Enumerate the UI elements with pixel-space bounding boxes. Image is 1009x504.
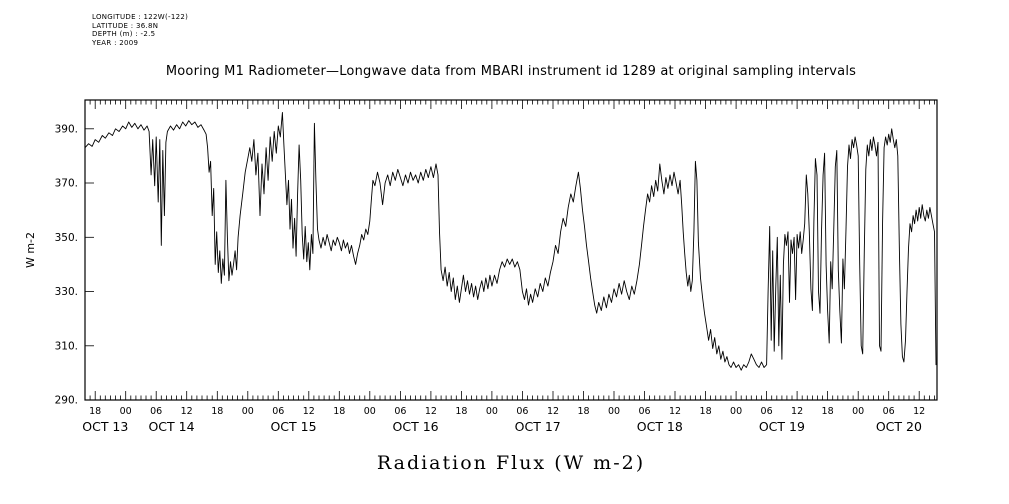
svg-text:18: 18 (455, 406, 467, 417)
svg-text:330.: 330. (55, 286, 78, 298)
svg-text:18: 18 (577, 406, 589, 417)
svg-text:12: 12 (303, 406, 315, 417)
svg-text:12: 12 (425, 406, 437, 417)
svg-text:00: 00 (608, 406, 620, 417)
svg-text:06: 06 (272, 406, 284, 417)
metadata-longitude: LONGITUDE : 122W(-122) (92, 13, 189, 21)
svg-text:18: 18 (89, 406, 101, 417)
metadata-depth: DEPTH (m) : -2.5 (92, 30, 156, 39)
svg-text:00: 00 (242, 406, 254, 417)
svg-text:18: 18 (211, 406, 223, 417)
svg-text:00: 00 (486, 406, 498, 417)
hour-tick-labels: 18 00 06 12 18 00 06 12 18 00 06 12 18 00 06 12 18 00 06 12… (89, 406, 925, 417)
svg-text:370.: 370. (55, 178, 78, 190)
y-tick-labels: 290. 310. 330. 350. 370. 390. (55, 123, 78, 406)
plot-frame (84, 99, 938, 401)
metadata-latitude: LATITUDE : 36.8N (92, 21, 159, 30)
svg-text:12: 12 (791, 406, 803, 417)
svg-text:350.: 350. (55, 232, 78, 244)
svg-text:12: 12 (547, 406, 559, 417)
metadata-year: YEAR : 2009 (92, 38, 139, 47)
svg-text:OCT 16: OCT 16 (393, 419, 439, 434)
svg-text:OCT 15: OCT 15 (270, 419, 316, 434)
chart-title: Mooring M1 Radiometer—Longwave data from… (165, 64, 857, 79)
svg-text:18: 18 (700, 406, 712, 417)
svg-text:OCT 13: OCT 13 (82, 419, 128, 434)
data-line (84, 112, 937, 371)
svg-text:06: 06 (638, 406, 650, 417)
x-ticks (84, 100, 935, 400)
svg-text:OCT 14: OCT 14 (148, 419, 194, 434)
svg-text:390.: 390. (55, 123, 78, 135)
metadata-block: LONGITUDE : 122W(-122) LATITUDE : 36.8N … (92, 13, 188, 47)
svg-text:OCT 19: OCT 19 (759, 419, 805, 434)
svg-text:OCT 17: OCT 17 (515, 419, 561, 434)
y-axis-label: W m-2 (24, 232, 37, 268)
svg-text:06: 06 (883, 406, 895, 417)
date-labels: OCT 13 OCT 14 OCT 15 OCT 16 OCT 17 OCT 18 OCT … (82, 419, 922, 434)
svg-text:12: 12 (181, 406, 193, 417)
svg-text:00: 00 (364, 406, 376, 417)
x-axis-caption: Radiation Flux (W m-2) (376, 452, 646, 474)
svg-text:12: 12 (669, 406, 681, 417)
svg-text:12: 12 (913, 406, 925, 417)
svg-text:06: 06 (394, 406, 406, 417)
svg-text:00: 00 (120, 406, 132, 417)
svg-text:06: 06 (150, 406, 162, 417)
svg-text:18: 18 (333, 406, 345, 417)
svg-text:06: 06 (516, 406, 528, 417)
svg-text:310.: 310. (55, 340, 78, 352)
svg-text:00: 00 (852, 406, 864, 417)
svg-text:00: 00 (730, 406, 742, 417)
svg-text:OCT 18: OCT 18 (637, 419, 683, 434)
svg-text:290.: 290. (55, 395, 78, 407)
svg-text:06: 06 (761, 406, 773, 417)
svg-text:OCT 20: OCT 20 (876, 419, 922, 434)
svg-text:18: 18 (822, 406, 834, 417)
y-ticks (85, 128, 94, 401)
